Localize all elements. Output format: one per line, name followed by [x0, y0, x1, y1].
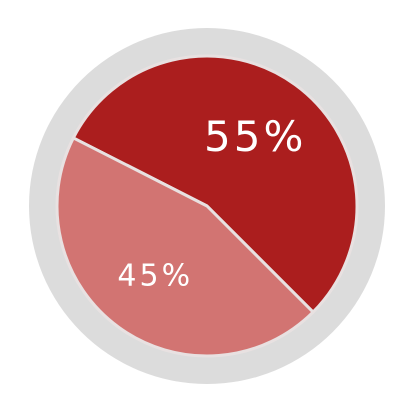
slice-label-55: 55%	[204, 112, 306, 161]
slice-label-45: 45%	[117, 259, 193, 294]
pie-slice-45	[55, 136, 315, 358]
pie-slices	[55, 54, 359, 358]
pie-labels: 55% 45%	[117, 112, 306, 294]
pie-slice-55	[71, 54, 359, 314]
